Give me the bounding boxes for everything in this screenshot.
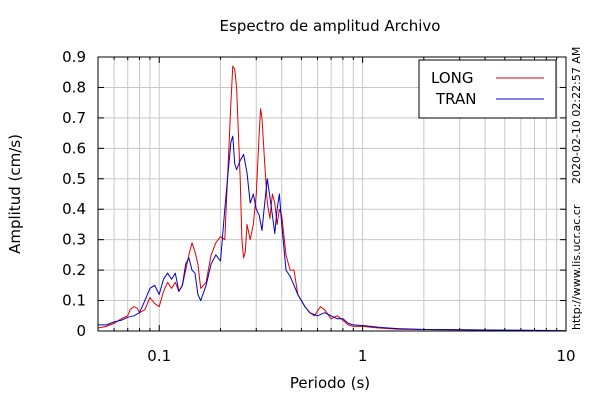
plot-frame	[97, 56, 567, 332]
y-tick-label: 0.6	[62, 139, 86, 157]
y-tick-label: 0	[76, 322, 86, 340]
y-tick-label: 0.2	[62, 261, 86, 279]
legend: LONG TRAN	[418, 59, 557, 119]
y-tick-label: 0.8	[62, 78, 86, 96]
y-tick-label: 0.7	[62, 109, 86, 127]
series-line-tran	[98, 135, 567, 332]
legend-label-tran: TRAN	[435, 90, 476, 108]
y-tick-label: 0.1	[62, 292, 86, 310]
y-tick-label: 0.9	[62, 48, 86, 66]
axis-ticks: 0 0.1 0.2 0.3 0.4 0.5 0.6 0.7 0.8 0.9 0.1 1 10	[62, 48, 575, 365]
x-tick-label: 10	[556, 347, 575, 365]
y-tick-label: 0.3	[62, 231, 86, 249]
legend-label-long: LONG	[431, 69, 473, 87]
series-line-long	[97, 65, 567, 332]
y-tick-label: 0.4	[62, 200, 86, 218]
timestamp-text: 2020-02-10 02:22:57 AM	[570, 47, 583, 184]
source-url-text: http://www.lis.ucr.ac.cr	[570, 204, 583, 330]
series-group	[97, 65, 567, 332]
y-tick-label: 0.5	[62, 170, 86, 188]
x-axis-label: Periodo (s)	[290, 374, 370, 392]
chart-title: Espectro de amplitud Archivo	[220, 17, 441, 35]
legend-box	[418, 59, 557, 119]
x-tick-label: 1	[358, 347, 368, 365]
y-axis-label: Amplitud (cm/s)	[6, 134, 24, 254]
x-tick-label: 0.1	[147, 347, 171, 365]
